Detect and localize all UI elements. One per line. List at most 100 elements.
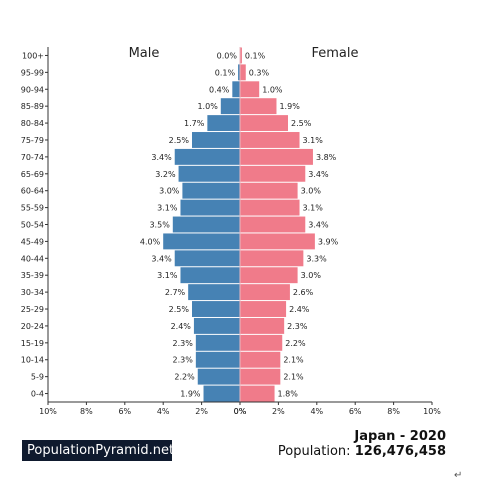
data-label-male: 3.1% (157, 204, 178, 213)
x-tick-label: 10% (423, 407, 441, 416)
bar-male (180, 199, 240, 216)
data-label-female: 3.9% (318, 237, 339, 246)
data-label-male: 0.1% (215, 68, 236, 77)
age-group-label: 70-74 (21, 153, 44, 162)
age-group-label: 100+ (22, 51, 44, 60)
brand-badge[interactable]: PopulationPyramid.net (22, 440, 174, 461)
bar-female (240, 385, 275, 402)
data-label-female: 3.1% (303, 136, 324, 145)
bar-female (240, 182, 298, 199)
bar-male (174, 250, 240, 267)
x-tick-label: 4% (157, 407, 170, 416)
age-group-label: 90-94 (21, 85, 44, 94)
data-label-male: 3.2% (155, 170, 176, 179)
x-tick-label: 2% (272, 407, 285, 416)
bar-male (232, 81, 240, 98)
data-label-male: 3.4% (151, 153, 172, 162)
data-label-female: 3.1% (303, 204, 324, 213)
data-label-male: 2.3% (173, 356, 194, 365)
bar-male (163, 233, 240, 250)
bar-male (197, 368, 240, 385)
bar-female (240, 47, 242, 64)
data-label-female: 3.8% (316, 153, 337, 162)
bar-male (178, 165, 240, 182)
data-label-female: 2.5% (291, 119, 312, 128)
bar-male (174, 148, 240, 165)
age-group-label: 10-14 (21, 356, 44, 365)
data-label-female: 2.4% (289, 305, 310, 314)
data-label-male: 3.5% (149, 221, 170, 230)
data-label-male: 2.3% (173, 339, 194, 348)
x-tick-label: 2% (195, 407, 208, 416)
bar-female (240, 233, 315, 250)
data-label-male: 4.0% (140, 237, 161, 246)
data-label-female: 0.3% (249, 68, 270, 77)
bar-female (240, 148, 313, 165)
bar-female (240, 351, 281, 368)
data-label-female: 2.1% (283, 373, 304, 382)
data-label-male: 1.7% (184, 119, 205, 128)
data-label-male: 2.5% (169, 136, 190, 145)
data-label-male: 2.2% (174, 373, 195, 382)
x-tick-label: 0% (234, 407, 247, 416)
x-tick-label: 8% (80, 407, 93, 416)
age-group-label: 75-79 (21, 136, 44, 145)
series-label-female: Female (311, 46, 358, 61)
age-group-label: 95-99 (21, 68, 44, 77)
data-label-female: 1.9% (279, 102, 300, 111)
bar-male (180, 267, 240, 284)
x-tick-label: 4% (310, 407, 323, 416)
age-group-label: 15-19 (21, 339, 44, 348)
bar-male (203, 385, 240, 402)
bar-female (240, 81, 260, 98)
data-label-male: 2.5% (169, 305, 190, 314)
age-group-label: 25-29 (21, 305, 44, 314)
bar-male (172, 216, 240, 233)
data-label-female: 3.4% (308, 170, 329, 179)
age-group-label: 65-69 (21, 170, 44, 179)
chart-title: Japan - 2020 (354, 429, 446, 444)
data-label-female: 3.3% (306, 254, 327, 263)
bar-male (195, 334, 240, 351)
data-label-male: 2.4% (171, 322, 192, 331)
data-label-female: 1.0% (262, 85, 283, 94)
age-group-label: 20-24 (21, 322, 44, 331)
data-label-female: 3.0% (301, 187, 322, 196)
data-label-male: 3.0% (159, 187, 180, 196)
data-label-female: 3.0% (301, 271, 322, 280)
bar-female (240, 64, 246, 81)
data-label-male: 3.4% (151, 254, 172, 263)
data-label-female: 2.2% (285, 339, 306, 348)
x-tick-label: 8% (387, 407, 400, 416)
age-group-label: 60-64 (21, 187, 44, 196)
data-label-female: 3.4% (308, 221, 329, 230)
x-tick-label: 10% (39, 407, 57, 416)
series-label-male: Male (129, 46, 160, 61)
bar-female (240, 317, 285, 334)
population-value: 126,476,458 (354, 444, 446, 459)
x-tick-label: 6% (349, 407, 362, 416)
age-group-label: 40-44 (21, 254, 44, 263)
bar-male (182, 182, 240, 199)
bar-female (240, 250, 304, 267)
data-label-male: 0.4% (209, 85, 230, 94)
bar-male (193, 317, 240, 334)
age-group-label: 80-84 (21, 119, 44, 128)
bar-male (192, 301, 240, 317)
data-label-female: 2.1% (283, 356, 304, 365)
bar-male (188, 284, 240, 301)
bar-female (240, 267, 298, 284)
x-tick-label: 0% (234, 407, 247, 416)
bar-male (220, 98, 240, 115)
age-group-label: 30-34 (21, 288, 44, 297)
bar-female (240, 165, 306, 182)
age-group-label: 5-9 (31, 373, 44, 382)
bar-male (207, 115, 240, 132)
data-label-female: 1.8% (278, 390, 299, 399)
age-group-label: 55-59 (21, 204, 44, 213)
population-label: Population: (277, 444, 355, 459)
bar-male (238, 64, 240, 81)
x-tick-label: 6% (118, 407, 131, 416)
bar-female (240, 284, 290, 301)
